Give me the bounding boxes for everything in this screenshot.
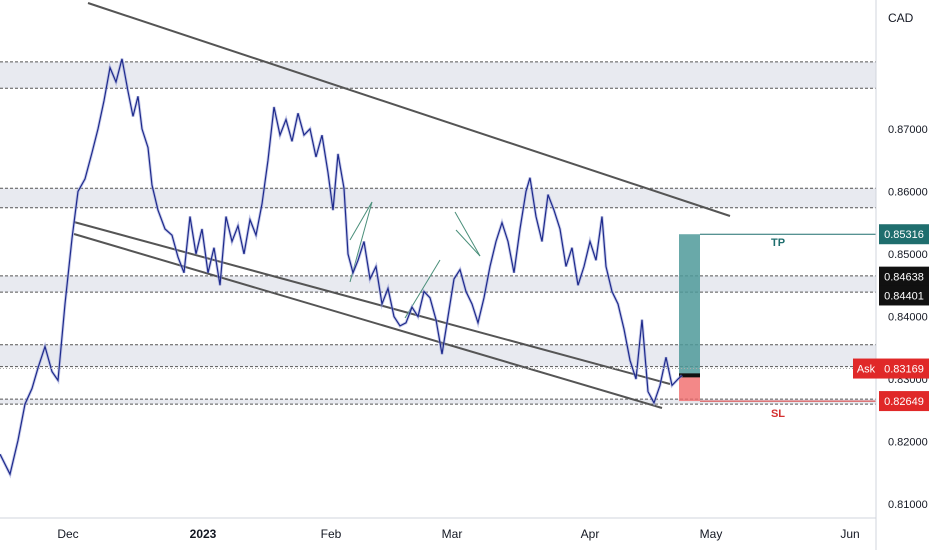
sl-price-tag-bg: [879, 391, 929, 412]
pattern-segment-1: [349, 201, 373, 241]
upper-price-tag-1-bg: [879, 266, 929, 287]
x-tick-label-3: Mar: [442, 527, 463, 541]
pattern-segment-4: [455, 229, 481, 257]
zone-2: [0, 275, 876, 293]
tp-price-tag: 0.85316: [884, 229, 924, 241]
ask-label-bg: [853, 358, 879, 379]
entry-line: [679, 373, 700, 378]
sl-price-tag: 0.82649: [884, 396, 924, 408]
zone-4: [0, 399, 876, 405]
zone-3: [0, 344, 876, 367]
x-tick-label-1: 2023: [190, 527, 217, 541]
y-tick-label-0: 0.87000: [888, 124, 928, 136]
channel-middle-line: [73, 221, 671, 385]
y-tick-label-5: 0.82000: [888, 437, 928, 449]
zone-1: [0, 188, 876, 208]
y-tick-label-6: 0.81000: [888, 499, 928, 511]
y-tick-label-1: 0.86000: [888, 186, 928, 198]
sl-label: SL: [771, 408, 785, 420]
channel-upper-line: [87, 2, 731, 217]
tp-price-tag-bg: [879, 224, 929, 245]
x-tick-label-5: May: [700, 527, 723, 541]
upper-price-tag-1: 0.84638: [884, 272, 924, 284]
channel-lower-line: [73, 233, 663, 409]
upper-price-tag-2-bg: [879, 285, 929, 306]
y-tick-label-3: 0.84000: [888, 312, 928, 324]
x-tick-label-6: Jun: [840, 527, 859, 541]
price-line: [0, 58, 683, 476]
stop-loss-zone: [679, 375, 700, 402]
y-tick-label-2: 0.85000: [888, 249, 928, 261]
zone-0: [0, 61, 876, 89]
x-tick-label-0: Dec: [57, 527, 78, 541]
ask-price-tag: 0.83169: [884, 364, 924, 376]
tp-label: TP: [771, 237, 785, 249]
currency-label: CAD: [888, 11, 914, 25]
x-tick-label-2: Feb: [321, 527, 342, 541]
pattern-segment-3: [454, 211, 481, 257]
ask-price-tag-bg: [879, 358, 929, 379]
take-profit-zone: [679, 234, 700, 376]
x-tick-label-4: Apr: [581, 527, 600, 541]
upper-price-tag-2: 0.84401: [884, 290, 924, 302]
ask-label: Ask: [857, 364, 876, 376]
